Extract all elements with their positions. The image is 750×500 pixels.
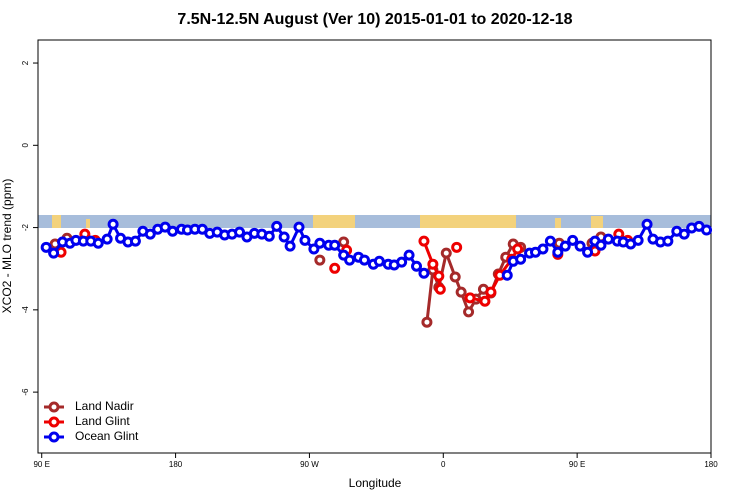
- data-point: [107, 218, 119, 230]
- data-point: [101, 233, 113, 245]
- data-point: [602, 233, 614, 245]
- data-point: [284, 240, 296, 252]
- data-point: [451, 241, 463, 253]
- data-point: [344, 254, 356, 266]
- data-point: [278, 231, 290, 243]
- data-point: [358, 254, 370, 266]
- data-point: [464, 292, 476, 304]
- y-tick-label: 2: [21, 60, 30, 65]
- legend-marker: [48, 401, 60, 413]
- data-point: [314, 254, 326, 266]
- x-tick-label: 90 E: [569, 460, 585, 469]
- data-point: [662, 235, 674, 247]
- data-point: [263, 230, 275, 242]
- legend-marker: [48, 431, 60, 443]
- data-point: [271, 220, 283, 232]
- data-point: [552, 246, 564, 258]
- data-point: [411, 260, 423, 272]
- data-point: [129, 235, 141, 247]
- legend-marker: [48, 416, 60, 428]
- data-point: [544, 235, 556, 247]
- data-point: [632, 234, 644, 246]
- data-point: [678, 228, 690, 240]
- data-point: [485, 286, 497, 298]
- x-axis-label: Longitude: [349, 476, 402, 490]
- x-tick-label: 180: [169, 460, 183, 469]
- data-point: [512, 243, 524, 255]
- x-tick-label: 90 E: [33, 460, 49, 469]
- data-point: [515, 253, 527, 265]
- legend-label: Land Nadir: [75, 399, 134, 413]
- data-point: [293, 221, 305, 233]
- data-point: [463, 306, 475, 318]
- data-point: [329, 262, 341, 274]
- legend-label: Ocean Glint: [75, 429, 139, 443]
- x-tick-label: 90 W: [300, 460, 319, 469]
- map-strip: [38, 215, 711, 228]
- data-point: [434, 283, 446, 295]
- data-point: [40, 241, 52, 253]
- data-point: [314, 237, 326, 249]
- data-point: [449, 271, 461, 283]
- data-point: [641, 218, 653, 230]
- y-tick-label: -2: [21, 223, 30, 231]
- data-point: [421, 316, 433, 328]
- data-point: [574, 240, 586, 252]
- y-tick-label: 0: [21, 143, 30, 148]
- data-point: [427, 258, 439, 270]
- data-point: [582, 246, 594, 258]
- x-tick-label: 180: [704, 460, 718, 469]
- data-point: [559, 240, 571, 252]
- chart-title: 7.5N-12.5N August (Ver 10) 2015-01-01 to…: [177, 11, 572, 28]
- data-point: [433, 270, 445, 282]
- data-point: [701, 224, 713, 236]
- data-point: [403, 249, 415, 261]
- data-point: [418, 235, 430, 247]
- y-axis-label: XCO2 - MLO trend (ppm): [0, 179, 14, 314]
- data-point: [234, 226, 246, 238]
- data-point: [299, 234, 311, 246]
- data-point: [455, 286, 467, 298]
- y-tick-label: -4: [21, 306, 30, 314]
- data-point: [373, 255, 385, 267]
- data-point: [479, 295, 491, 307]
- data-point: [595, 239, 607, 251]
- data-point: [167, 225, 179, 237]
- data-point: [537, 243, 549, 255]
- x-tick-label: 0: [441, 460, 446, 469]
- data-point: [440, 247, 452, 259]
- data-point: [567, 234, 579, 246]
- legend-label: Land Glint: [75, 414, 130, 428]
- data-point: [92, 237, 104, 249]
- data-point: [501, 269, 513, 281]
- data-point: [418, 267, 430, 279]
- plot-frame: [37, 39, 712, 454]
- data-point: [396, 256, 408, 268]
- y-tick-label: -6: [21, 388, 30, 396]
- data-point: [144, 228, 156, 240]
- data-point: [329, 239, 341, 251]
- data-point: [48, 247, 60, 259]
